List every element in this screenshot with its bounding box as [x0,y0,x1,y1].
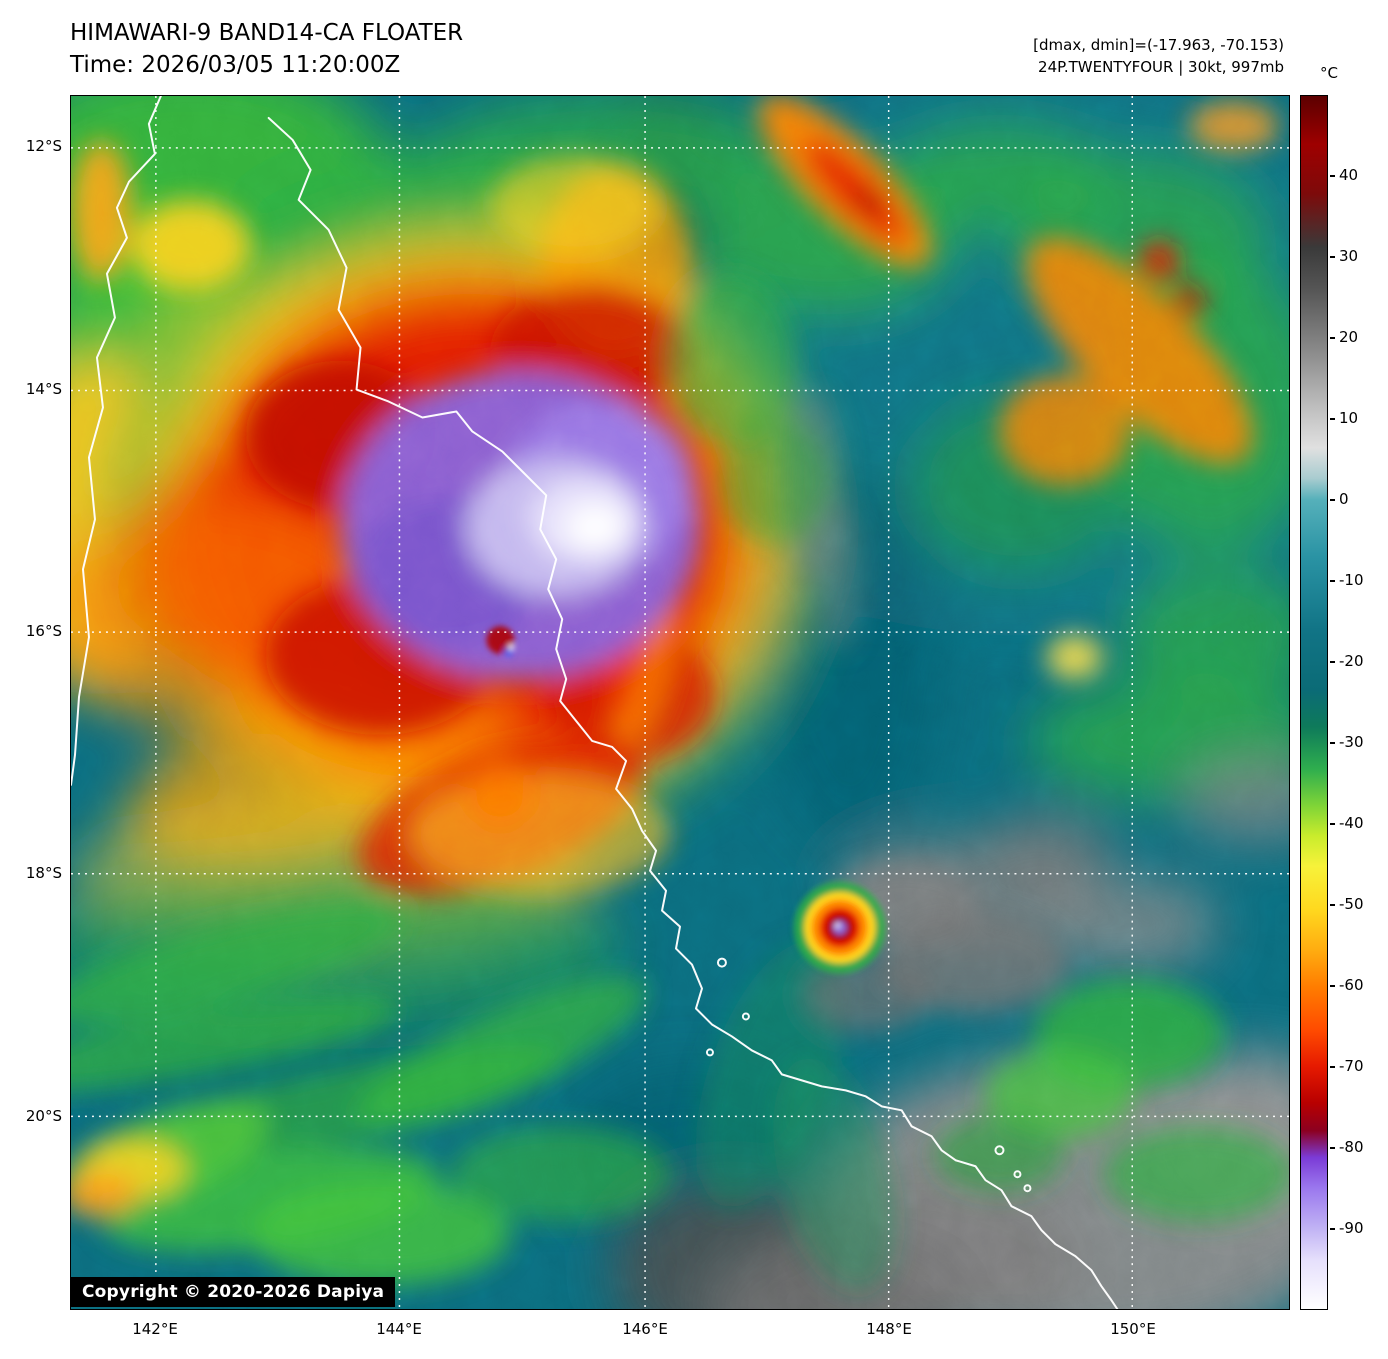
colorbar-tick-label: 30 [1339,247,1359,265]
colorbar-tick [1330,499,1335,501]
colorbar-tick-label: -80 [1339,1138,1364,1156]
colorbar-ticks: 40 30 20 10 0 -10 -20 -30 -40 -50 -60 -7… [1330,95,1388,1310]
colorbar-tick [1330,337,1335,339]
colorbar-tick-label: -20 [1339,652,1364,670]
lat-tick-label: 14°S [25,380,62,398]
colorbar-tick [1330,1147,1335,1149]
lon-tick-label: 150°E [1110,1320,1156,1338]
satellite-image [71,96,1289,1309]
colorbar-unit-label: °C [1320,64,1338,82]
colorbar-tick-label: -10 [1339,571,1364,589]
colorbar-tick [1330,580,1335,582]
colorbar [1300,95,1328,1310]
product-title: HIMAWARI-9 BAND14-CA FLOATER [70,20,464,46]
copyright-badge: Copyright © 2020-2026 Dapiya [71,1277,396,1307]
colorbar-tick-label: -40 [1339,814,1364,832]
colorbar-tick-label: 10 [1339,409,1359,427]
colorbar-tick [1330,661,1335,663]
coastline [71,96,1119,1309]
lat-tick-label: 20°S [25,1107,62,1125]
colorbar-tick-label: -70 [1339,1057,1364,1075]
satellite-map: Copyright © 2020-2026 Dapiya [70,95,1290,1310]
colorbar-tick-label: -90 [1339,1219,1364,1237]
colorbar-tick [1330,418,1335,420]
colorbar-tick-label: -50 [1339,895,1364,913]
lat-tick-label: 16°S [25,622,62,640]
lon-tick-label: 148°E [866,1320,912,1338]
lat-tick-label: 18°S [25,864,62,882]
colorbar-tick [1330,1228,1335,1230]
colorbar-tick [1330,1066,1335,1068]
colorbar-tick-label: -30 [1339,733,1364,751]
colorbar-tick [1330,904,1335,906]
colorbar-tick-label: -60 [1339,976,1364,994]
lon-tick-label: 146°E [622,1320,668,1338]
colorbar-tick [1330,742,1335,744]
colorbar-tick [1330,256,1335,258]
storm-info-readout: 24P.TWENTYFOUR | 30kt, 997mb [1038,58,1284,76]
product-timestamp: Time: 2026/03/05 11:20:00Z [70,52,401,78]
colorbar-tick-label: 40 [1339,166,1359,184]
colorbar-tick [1330,985,1335,987]
lon-tick-label: 142°E [132,1320,178,1338]
graticule [71,96,1289,1309]
colorbar-tick-label: 20 [1339,328,1359,346]
lon-tick-label: 144°E [376,1320,422,1338]
lat-tick-label: 12°S [25,137,62,155]
colorbar-tick [1330,175,1335,177]
colorbar-tick-label: 0 [1339,490,1349,508]
dmax-dmin-readout: [dmax, dmin]=(-17.963, -70.153) [1033,36,1284,54]
colorbar-tick [1330,823,1335,825]
